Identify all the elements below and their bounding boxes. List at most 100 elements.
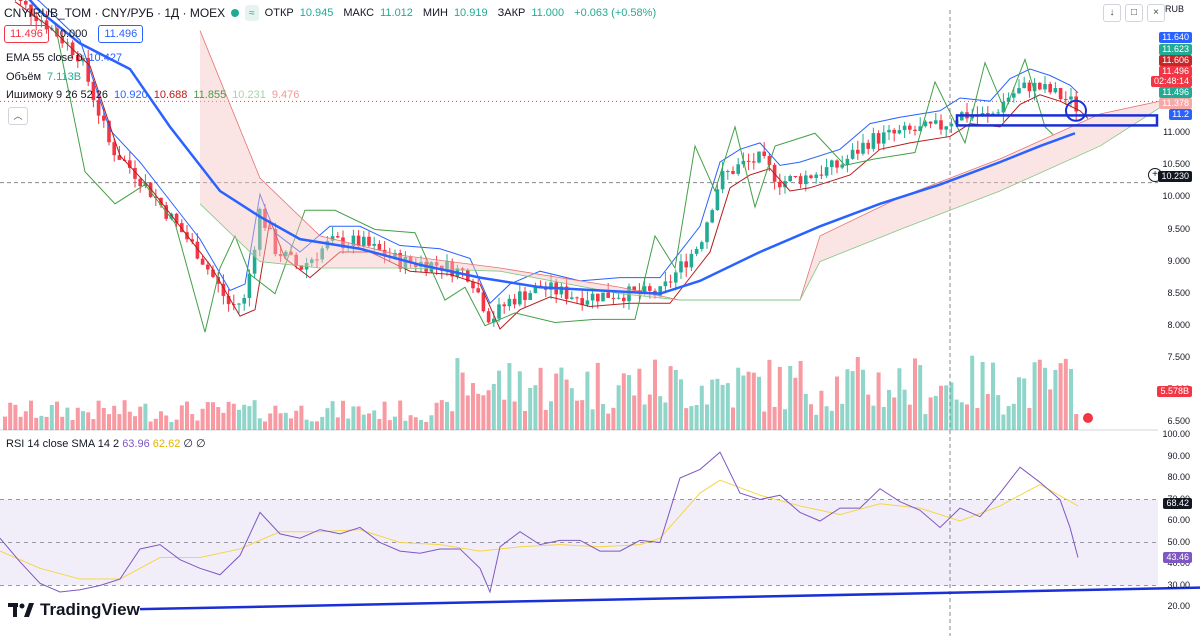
volume-bar xyxy=(980,361,985,430)
candle-body xyxy=(845,158,850,165)
volume-bar xyxy=(720,384,725,430)
volume-bar xyxy=(367,413,371,430)
candle-body xyxy=(486,311,491,323)
ema-legend[interactable]: EMA 55 close 0 10.427 xyxy=(6,52,128,64)
volume-bar xyxy=(257,418,262,430)
ichimoku-spanA-value: 10.231 xyxy=(232,89,266,101)
candle-body xyxy=(819,174,824,176)
candle-body xyxy=(289,251,293,255)
candle-body xyxy=(492,318,496,323)
volume-bar xyxy=(226,401,231,430)
price-tick-label: 8.500 xyxy=(1167,287,1190,298)
candle-body xyxy=(393,252,397,258)
compare-badge[interactable]: ≈ xyxy=(245,5,259,21)
candle-body xyxy=(986,113,990,115)
volume-bar xyxy=(611,407,616,430)
price-tag: 11.640 xyxy=(1159,32,1192,43)
volume-legend-value: 7.113B xyxy=(47,71,82,83)
volume-bar xyxy=(237,409,241,430)
candle-body xyxy=(330,236,335,241)
candle-body xyxy=(601,292,605,302)
volume-bar xyxy=(335,417,340,430)
volume-bar xyxy=(1011,403,1016,430)
candle-body xyxy=(824,167,829,176)
close-pane-button[interactable]: × xyxy=(1147,4,1165,22)
candle-body xyxy=(237,303,241,305)
collapse-legend-button[interactable]: ︿ xyxy=(8,107,28,125)
volume-bar xyxy=(933,395,938,430)
rsi-legend[interactable]: RSI 14 close SMA 14 2 63.96 62.62 ∅ ∅ xyxy=(6,437,206,450)
volume-bar xyxy=(892,397,897,430)
trade-box-row: 11.496 0.000 11.496 xyxy=(4,25,144,43)
maximize-button[interactable]: □ xyxy=(1125,4,1143,22)
volume-bar xyxy=(866,394,871,430)
candle-body xyxy=(1058,88,1063,100)
candle-body xyxy=(148,182,153,198)
volume-group xyxy=(3,355,1079,430)
volume-bar xyxy=(637,368,642,430)
volume-bar xyxy=(330,401,335,430)
tenkan-line xyxy=(36,0,1079,305)
candles-group xyxy=(14,0,1078,327)
volume-bar xyxy=(741,375,746,430)
volume-bar xyxy=(122,400,127,430)
volume-bar xyxy=(49,404,54,430)
volume-legend[interactable]: Объём 7.113B xyxy=(6,71,87,83)
candle-body xyxy=(284,251,288,257)
candle-body xyxy=(783,181,787,188)
candle-body xyxy=(705,222,709,243)
volume-bar xyxy=(419,419,423,430)
volume-bar xyxy=(783,409,787,430)
candle-body xyxy=(247,273,252,298)
rsi-trend-line xyxy=(139,586,1200,611)
volume-bar xyxy=(1069,368,1073,430)
volume-bar xyxy=(762,411,767,430)
candle-body xyxy=(507,298,512,307)
currency-label[interactable]: RUB xyxy=(1164,4,1184,14)
candle-body xyxy=(861,142,865,154)
volume-bar xyxy=(127,411,132,430)
volume-bar xyxy=(55,401,59,430)
volume-bar xyxy=(684,408,689,430)
volume-bar xyxy=(75,407,80,430)
price-tick-label: 10.000 xyxy=(1162,191,1190,202)
candle-body xyxy=(216,276,220,284)
candle-body xyxy=(793,176,798,178)
volume-bar xyxy=(294,410,299,430)
tradingview-logo[interactable]: TradingView xyxy=(8,600,140,620)
live-marker xyxy=(1081,411,1095,425)
candle-body xyxy=(1064,99,1068,101)
volume-bar xyxy=(1058,363,1063,430)
candle-body xyxy=(367,236,371,246)
candle-body xyxy=(336,236,340,238)
close-label: ЗАКР xyxy=(497,7,526,19)
volume-bar xyxy=(185,401,189,430)
candle-body xyxy=(268,227,272,230)
volume-bar xyxy=(715,378,720,430)
crosshair-add-icon[interactable]: + xyxy=(1148,168,1162,182)
candle-body xyxy=(731,171,735,174)
candle-body xyxy=(918,126,922,132)
annotation-rectangle xyxy=(955,114,1159,127)
candle-body xyxy=(440,265,444,271)
volume-bar xyxy=(112,405,117,430)
volume-bar xyxy=(268,413,273,430)
sell-price-button[interactable]: 11.496 xyxy=(4,25,49,43)
candle-body xyxy=(190,239,194,242)
buy-price-button[interactable]: 11.496 xyxy=(98,25,144,43)
candle-body xyxy=(310,259,314,264)
symbol-title[interactable]: CNY/RUB_TOM · CNY/РУБ · 1Д · MOEX xyxy=(4,6,226,20)
rsi-tick-label: 100.00 xyxy=(1162,429,1190,439)
volume-bar xyxy=(424,421,429,430)
volume-bar xyxy=(247,406,252,430)
volume-bar xyxy=(216,407,221,430)
candle-body xyxy=(684,261,688,268)
open-label: ОТКР xyxy=(264,7,294,19)
move-down-button[interactable]: ↓ xyxy=(1103,4,1121,22)
volume-bar xyxy=(190,414,195,430)
rsi-sma-line xyxy=(0,479,1079,580)
ichimoku-legend[interactable]: Ишимоку 9 26 52 26 10.920 10.688 11.855 10.2… xyxy=(6,89,305,101)
volume-bar xyxy=(559,367,564,430)
volume-bar xyxy=(476,393,481,430)
